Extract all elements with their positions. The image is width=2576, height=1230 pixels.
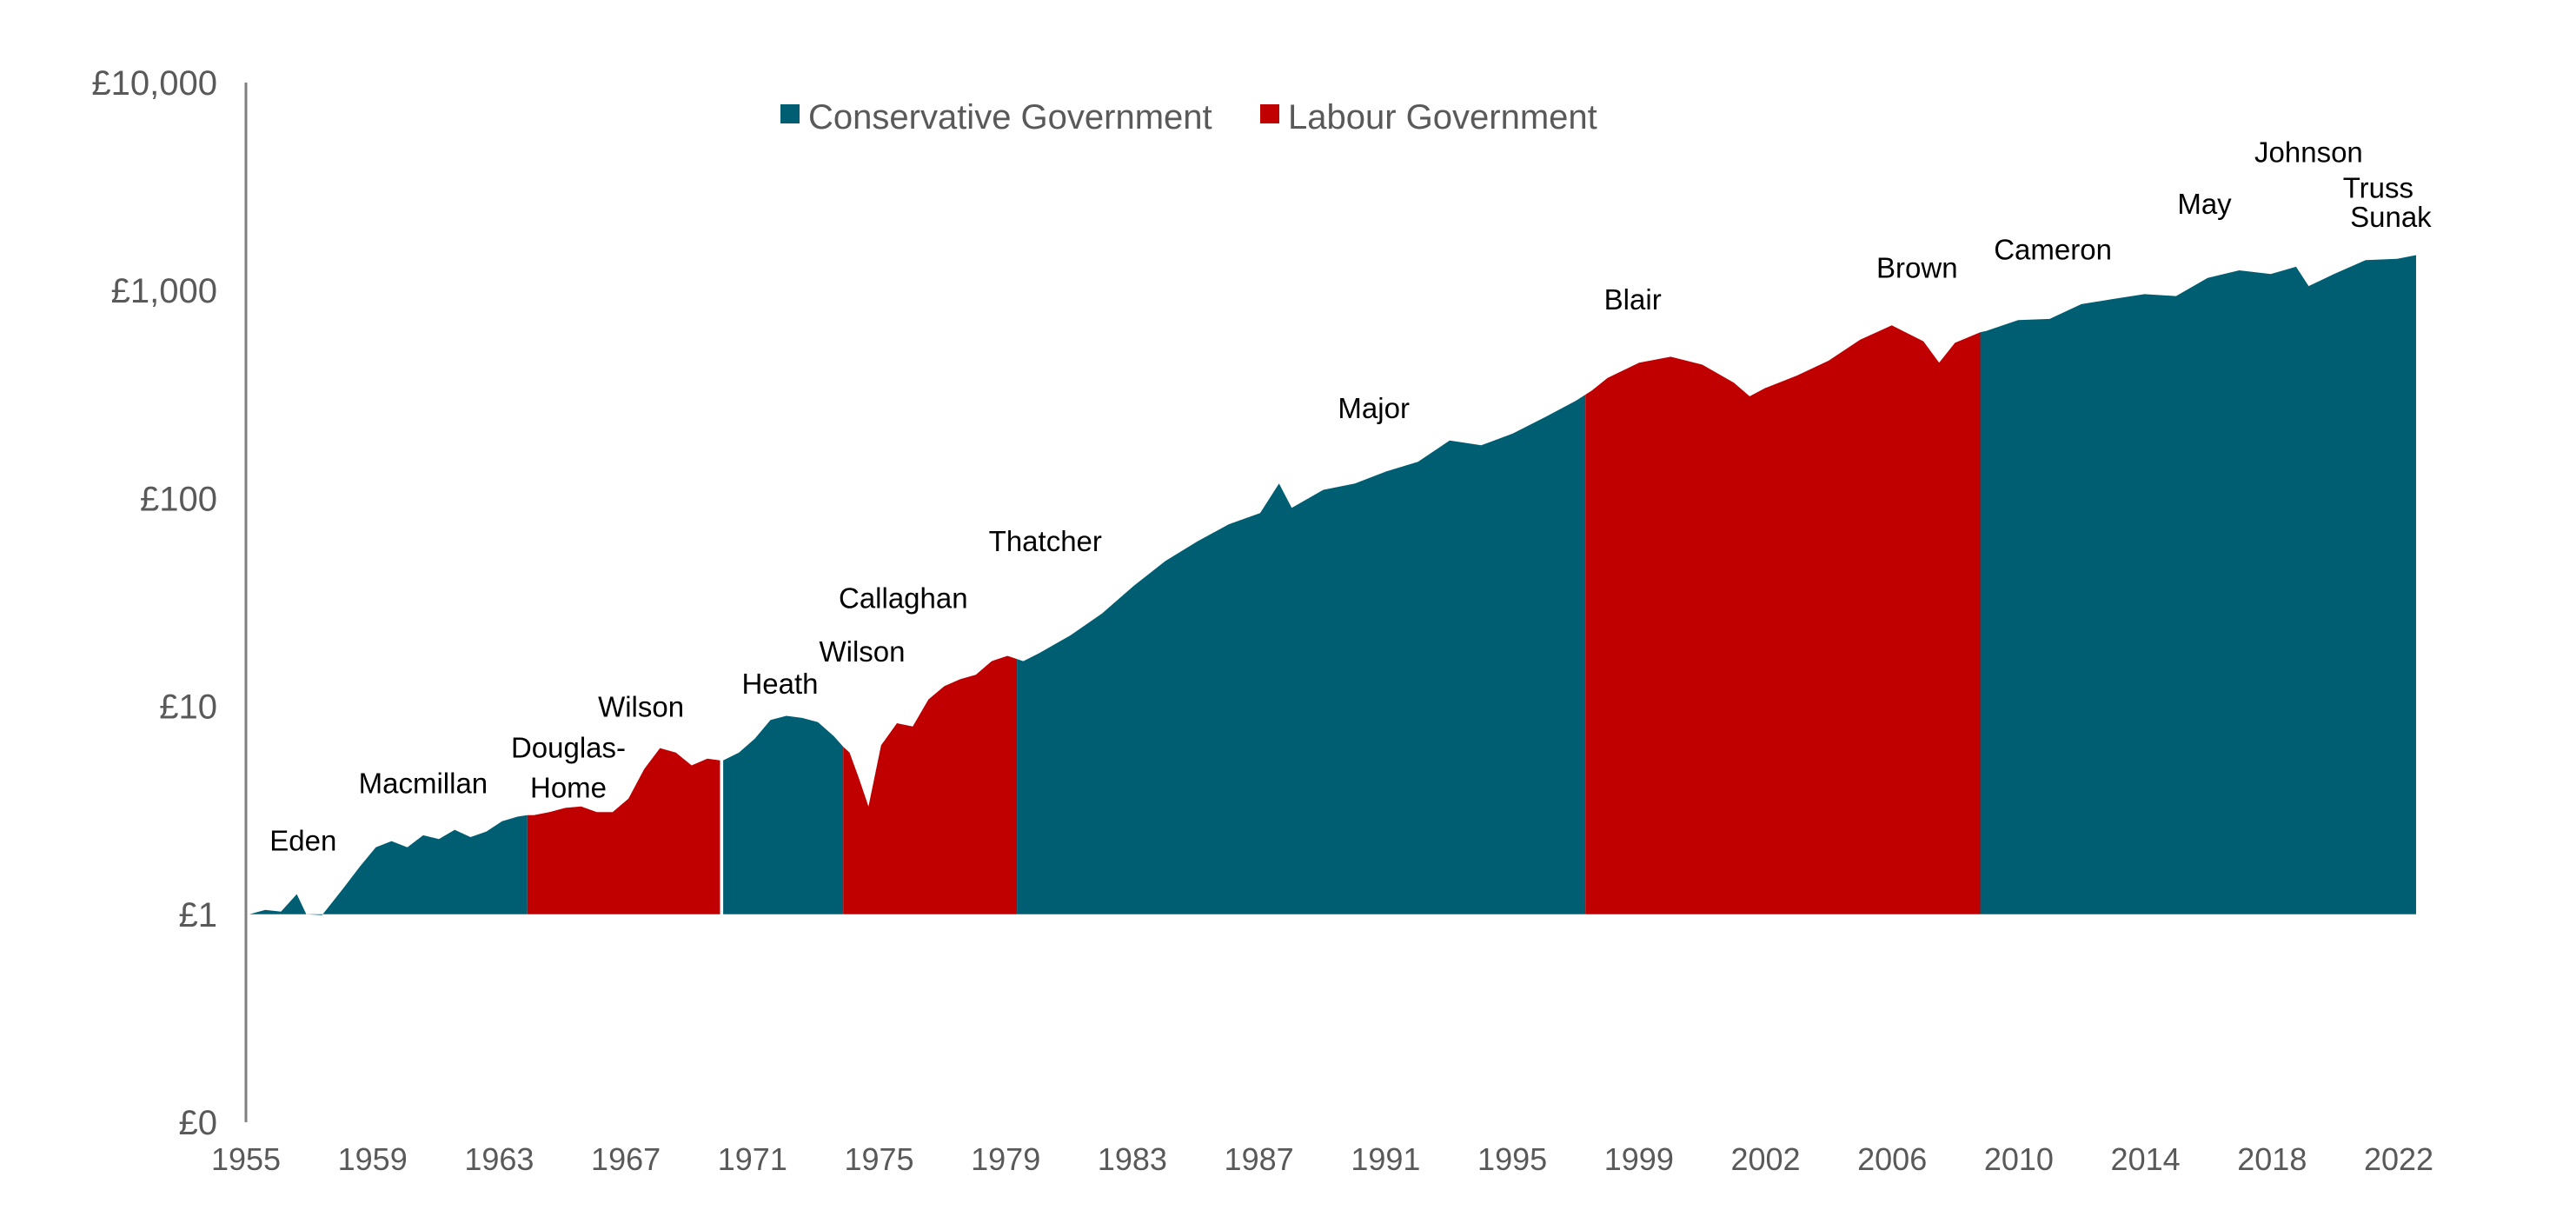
area-segment-labour-1 [527,748,720,914]
area-segment-labour-3 [843,655,1018,914]
pm-label: Thatcher [989,525,1102,557]
area-series [249,255,2416,915]
x-tick-label: 1959 [338,1141,408,1177]
legend: Conservative Government Labour Governmen… [780,98,1597,136]
pm-label: May [2177,188,2232,220]
pm-label: Wilson [819,635,905,668]
area-segment-conservative-2 [723,715,844,914]
pm-label: Heath [741,668,818,700]
x-tick-label: 1999 [1604,1141,1674,1177]
x-tick-label: 1991 [1351,1141,1420,1177]
y-tick-label: £1,000 [111,272,217,310]
legend-swatch-conservative [780,104,800,123]
x-tick-label: 1967 [591,1141,661,1177]
x-tick-label: 1995 [1477,1141,1547,1177]
y-tick-label: £100 [140,480,217,518]
pm-label: Wilson [598,691,684,723]
area-segment-conservative-6 [1980,255,2416,914]
x-tick-label: 2006 [1857,1141,1927,1177]
pm-label: Blair [1604,283,1662,316]
x-tick-label: 1979 [971,1141,1040,1177]
x-tick-label: 1963 [464,1141,534,1177]
x-tick-label: 1955 [211,1141,281,1177]
y-axis-ticks: £0 £1 £10 £100 £1,000 £10,000 [91,64,217,1142]
y-tick-label: £0 [179,1104,218,1142]
legend-label-conservative: Conservative Government [808,98,1212,136]
x-tick-label: 2014 [2111,1141,2181,1177]
pm-label: Eden [269,825,336,857]
pm-labels: EdenMacmillanDouglas-HomeWilsonHeathWils… [269,136,2432,857]
x-tick-label: 1975 [844,1141,913,1177]
y-tick-label: £1 [179,896,218,934]
pm-label: Sunak [2350,201,2432,233]
pm-label: Home [530,772,607,804]
pm-label: Douglas- [511,732,626,764]
y-tick-label: £10 [159,688,217,727]
area-segment-labour-5 [1585,325,1981,914]
pm-label: Brown [1876,252,1958,284]
x-tick-label: 2022 [2364,1141,2433,1177]
x-tick-label: 2010 [1984,1141,2054,1177]
area-segment-conservative-0 [249,814,528,915]
pm-label: Major [1338,392,1410,424]
x-tick-label: 2002 [1730,1141,1800,1177]
x-tick-label: 1987 [1225,1141,1294,1177]
pm-label: Callaghan [839,582,968,615]
x-axis-ticks: 1955 1959 1963 1967 1971 1975 1979 1983 1987 1991… [211,1141,2433,1177]
pm-label: Cameron [1994,233,2112,265]
pm-label: Macmillan [359,768,488,800]
y-tick-label: £10,000 [91,64,217,103]
legend-swatch-labour [1260,104,1279,123]
x-tick-label: 1971 [718,1141,787,1177]
pm-label: Truss [2343,172,2413,204]
x-tick-label: 2018 [2237,1141,2307,1177]
legend-label-labour: Labour Government [1288,98,1597,136]
x-tick-label: 1983 [1098,1141,1167,1177]
area-segment-conservative-4 [1017,395,1586,914]
pm-label: Johnson [2254,136,2363,169]
